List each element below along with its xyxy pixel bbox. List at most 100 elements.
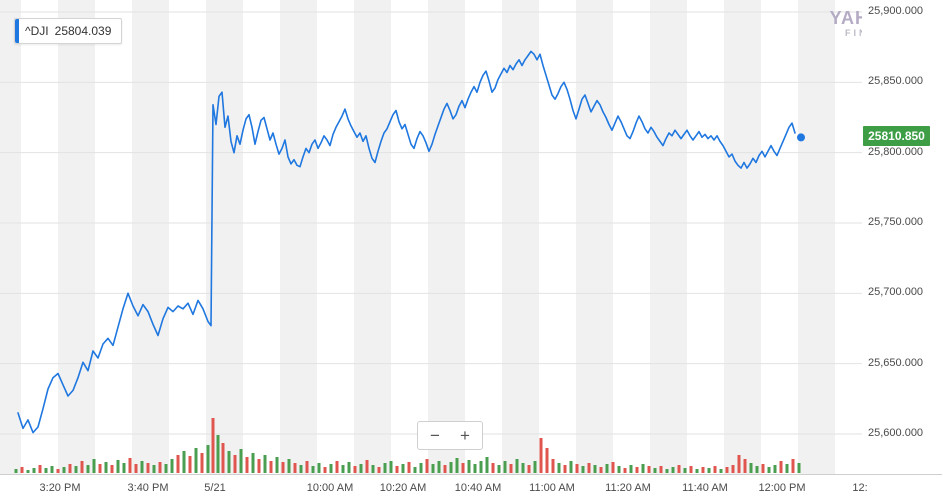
volume-bar — [245, 457, 249, 473]
last-price-badge: 25810.850 — [863, 126, 930, 147]
volume-bar — [461, 463, 465, 473]
volume-bar — [152, 465, 156, 473]
chart-plot-area[interactable]: ^DJI 25804.039 − + — [0, 0, 862, 475]
volume-bar — [305, 461, 309, 473]
volume-bar — [443, 465, 447, 473]
volume-bar — [737, 455, 741, 473]
volume-bar — [62, 467, 66, 473]
volume-bar — [707, 468, 711, 473]
volume-bar — [221, 443, 225, 473]
volume-bar — [611, 462, 615, 473]
volume-bar — [497, 465, 501, 473]
volume-bar — [329, 464, 333, 473]
volume-bar — [713, 466, 717, 473]
volume-bar — [216, 435, 220, 473]
volume-bar — [68, 464, 72, 473]
volume-bar — [257, 459, 261, 473]
price-axis-label: 25,750.000 — [868, 216, 924, 228]
volume-bar — [56, 469, 60, 473]
volume-bar — [731, 465, 735, 473]
volume-bar — [211, 418, 215, 473]
volume-bar — [401, 464, 405, 473]
volume-bar — [395, 466, 399, 473]
time-axis: 3:20 PM 3:40 PM 5/21 10:00 AM 10:20 AM 10:40 … — [0, 474, 942, 503]
volume-bar — [317, 463, 321, 473]
volume-bar — [491, 463, 495, 473]
volume-bar — [206, 445, 210, 473]
volume-bar — [455, 458, 459, 473]
volume-bar — [389, 461, 393, 473]
volume-bar — [653, 468, 657, 473]
volume-bar — [761, 464, 765, 473]
volume-bar — [743, 459, 747, 473]
volume-bar — [449, 462, 453, 473]
zoom-out-button[interactable]: − — [420, 423, 450, 448]
zoom-controls: − + — [417, 421, 483, 450]
volume-bar — [767, 467, 771, 473]
price-axis-label: 25,600.000 — [868, 427, 924, 439]
zoom-in-button[interactable]: + — [450, 423, 480, 448]
volume-bar — [617, 466, 621, 473]
volume-bar — [563, 465, 567, 473]
volume-bar — [311, 466, 315, 473]
price-line — [17, 50, 796, 434]
volume-bar — [293, 463, 297, 473]
volume-bar — [413, 467, 417, 473]
volume-bar — [485, 457, 489, 473]
volume-bar — [80, 461, 84, 473]
volume-bar — [527, 465, 531, 473]
volume-bar — [503, 461, 507, 473]
volume-bar — [725, 467, 729, 473]
volume-bar — [335, 461, 339, 473]
volume-bar — [797, 463, 801, 473]
volume-bar — [569, 461, 573, 473]
volume-bar — [407, 462, 411, 473]
volume-bar — [122, 463, 126, 473]
volume-bar — [473, 464, 477, 473]
volume-bar — [20, 467, 24, 473]
time-axis-label: 3:40 PM — [127, 482, 169, 494]
volume-bar — [182, 451, 186, 473]
volume-bar — [425, 459, 429, 473]
time-axis-label: 11:00 AM — [529, 482, 575, 494]
volume-bar — [176, 455, 180, 473]
volume-bar — [641, 464, 645, 473]
symbol-label: ^DJI — [25, 24, 49, 38]
time-axis-label: 3:20 PM — [39, 482, 81, 494]
volume-bar — [86, 465, 90, 473]
volume-bar — [599, 467, 603, 473]
volume-bar — [200, 453, 204, 473]
volume-bar — [371, 465, 375, 473]
volume-bar — [104, 462, 108, 473]
volume-bar — [509, 464, 513, 473]
volume-bar — [587, 463, 591, 473]
volume-bar — [515, 459, 519, 473]
volume-bar — [128, 458, 132, 473]
volume-bar — [227, 451, 231, 473]
volume-bar — [533, 461, 537, 473]
volume-bar — [341, 465, 345, 473]
price-axis-label: 25,900.000 — [868, 5, 924, 17]
volume-bar — [701, 467, 705, 473]
volume-bar — [719, 469, 723, 473]
price-line-chart[interactable] — [0, 0, 862, 475]
volume-bar — [677, 465, 681, 473]
volume-bar — [170, 459, 174, 473]
volume-bar — [623, 468, 627, 473]
volume-bar — [263, 455, 267, 473]
volume-bar — [671, 467, 675, 473]
volume-bar — [275, 457, 279, 473]
volume-bar — [749, 463, 753, 473]
volume-bar — [581, 466, 585, 473]
volume-bar — [575, 464, 579, 473]
volume-bar — [116, 460, 120, 473]
volume-bar — [146, 463, 150, 473]
price-axis-label: 25,650.000 — [868, 356, 924, 369]
legend-badge: ^DJI 25804.039 — [14, 18, 123, 44]
volume-bar — [74, 466, 78, 473]
volume-bar — [419, 463, 423, 473]
price-axis: 25,900.000 25,850.000 25,800.000 25,750.000… — [862, 0, 942, 475]
volume-bar — [521, 463, 525, 473]
volume-bar — [689, 466, 693, 473]
volume-bar — [647, 466, 651, 473]
